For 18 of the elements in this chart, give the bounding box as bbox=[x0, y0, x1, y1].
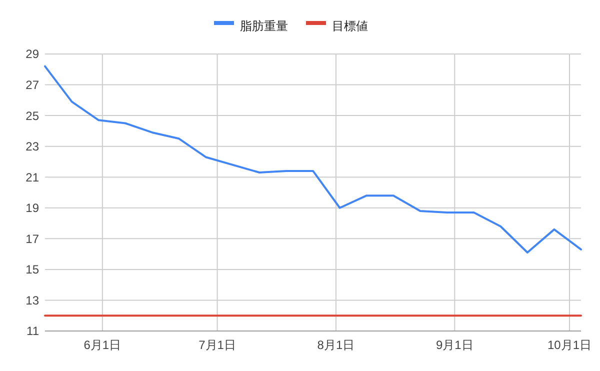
y-tick-label: 17 bbox=[26, 232, 40, 246]
x-tick-label: 6月1日 bbox=[84, 338, 122, 352]
y-tick-label: 29 bbox=[26, 47, 40, 62]
line-series bbox=[44, 65, 582, 254]
x-tick-label: 10月1日 bbox=[548, 338, 592, 352]
legend-label: 脂肪重量 bbox=[240, 19, 288, 34]
x-tick-label: 9月1日 bbox=[436, 338, 474, 352]
y-tick-label: 15 bbox=[26, 262, 40, 277]
y-tick-label: 11 bbox=[26, 324, 40, 338]
y-tick-label: 27 bbox=[26, 78, 40, 92]
legend-label: 目標値 bbox=[332, 19, 368, 34]
x-tick-label: 8月1日 bbox=[317, 338, 355, 352]
y-tick-label: 21 bbox=[26, 170, 40, 184]
y-tick-label: 19 bbox=[26, 201, 40, 216]
x-tick-label: 7月1日 bbox=[198, 338, 236, 352]
y-tick-label: 23 bbox=[26, 140, 40, 154]
y-tick-label: 25 bbox=[26, 108, 40, 123]
y-tick-label: 13 bbox=[26, 293, 40, 308]
